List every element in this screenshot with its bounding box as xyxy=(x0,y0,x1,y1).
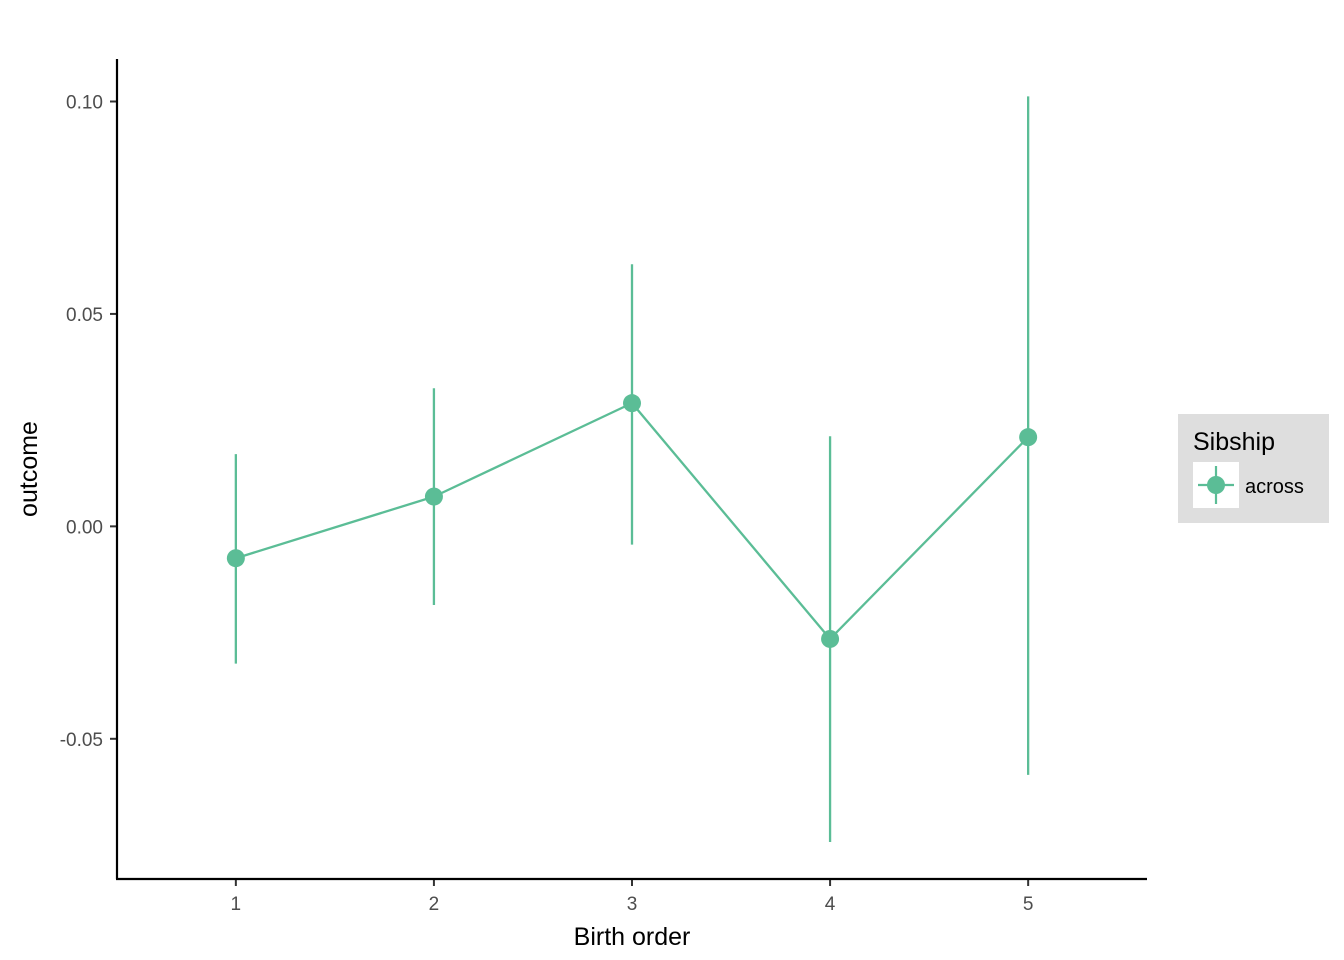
legend-title: Sibship xyxy=(1193,428,1275,456)
x-tick-label: 1 xyxy=(231,894,242,915)
x-tick-label: 3 xyxy=(627,894,638,915)
data-point xyxy=(226,549,245,568)
x-tick-label: 4 xyxy=(825,894,836,915)
data-point xyxy=(821,629,840,648)
x-tick-label: 2 xyxy=(429,894,440,915)
data-point xyxy=(623,394,641,413)
y-tick-label: 0.05 xyxy=(66,305,103,326)
y-tick-label: -0.05 xyxy=(60,730,103,751)
x-axis-ticks: 1 2 3 4 5 xyxy=(231,879,1034,915)
series-layer xyxy=(226,96,1038,843)
legend-label-across: across xyxy=(1245,476,1304,498)
legend-key-point xyxy=(1207,476,1225,494)
y-tick-label: 0.00 xyxy=(66,517,103,538)
legend: Sibship across xyxy=(1178,414,1329,523)
x-axis-title: Birth order xyxy=(574,923,691,951)
y-axis-ticks: -0.05 0.00 0.05 0.10 xyxy=(60,92,117,751)
y-tick-label: 0.10 xyxy=(66,92,103,113)
y-axis-title: outcome xyxy=(15,421,43,517)
data-point xyxy=(424,487,443,506)
x-tick-label: 5 xyxy=(1023,894,1034,915)
data-point xyxy=(1019,428,1038,447)
